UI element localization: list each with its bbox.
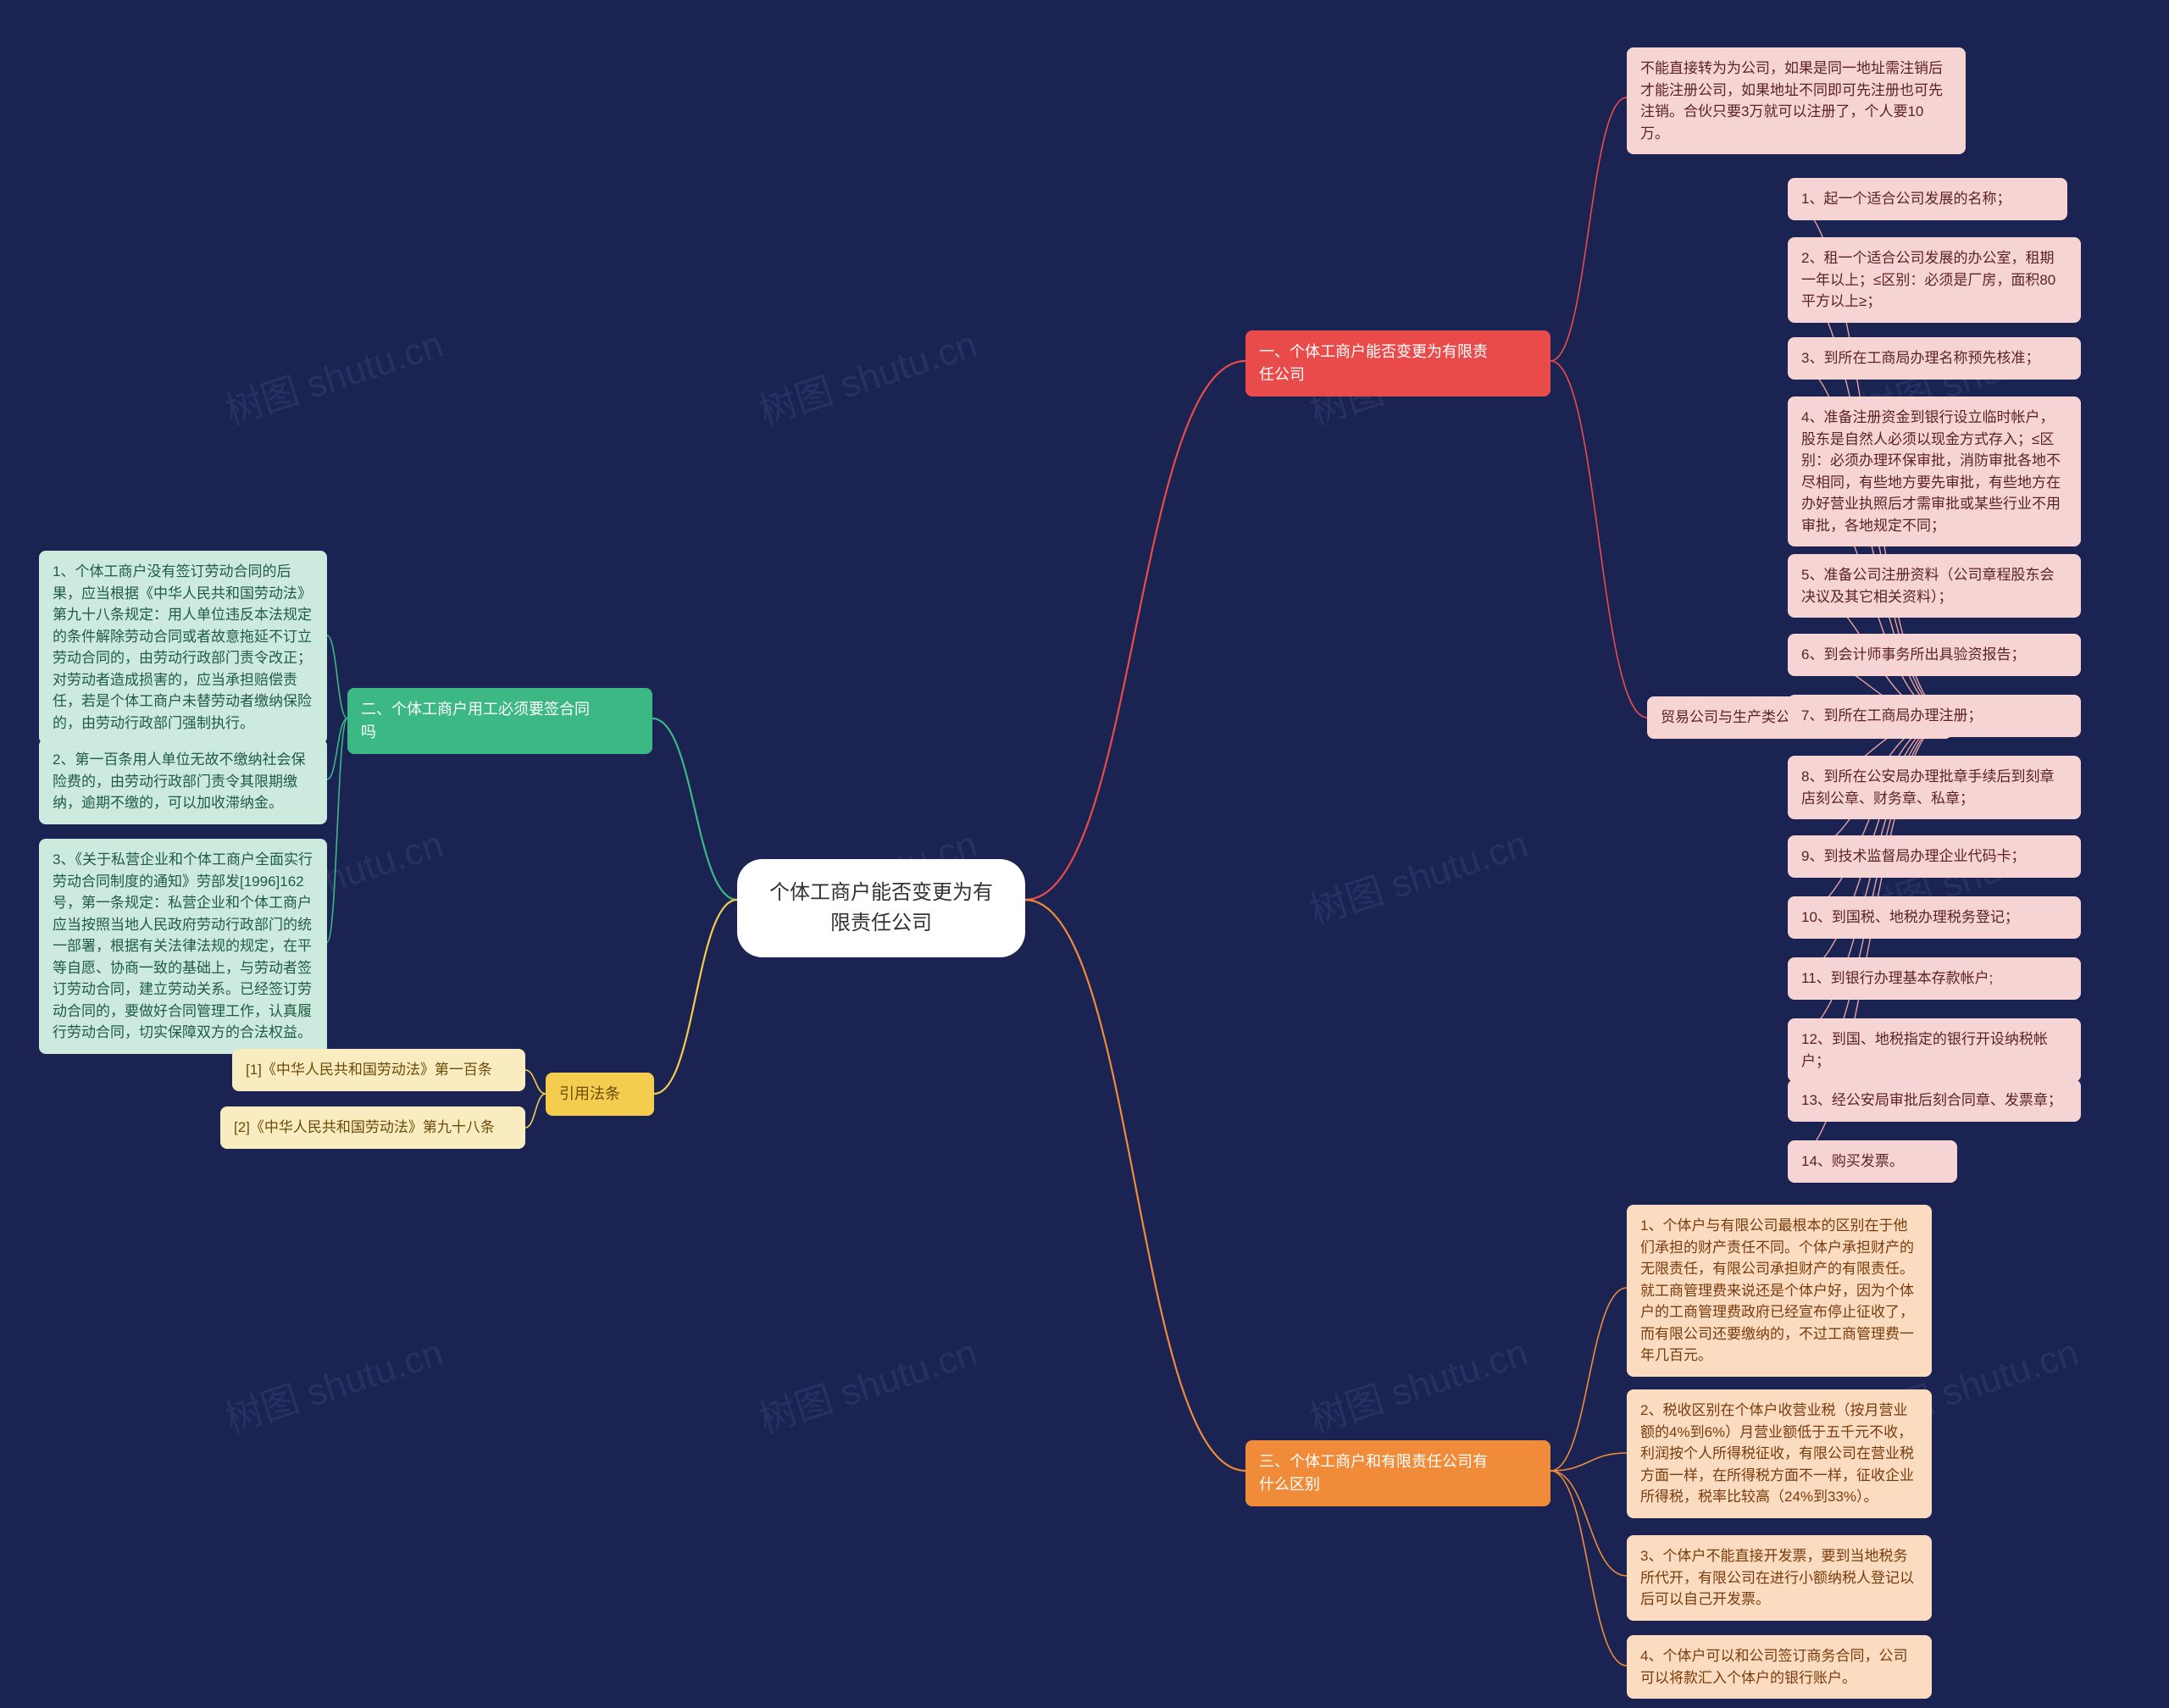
branch-s1-child-1-detail-6: 7、到所在工商局办理注册； bbox=[1788, 695, 2081, 737]
branch-s1-child-1-detail-10: 11、到银行办理基本存款帐户; bbox=[1788, 957, 2081, 1000]
branch-s3-child-3: 4、个体户可以和公司签订商务合同，公司可以将款汇入个体户的银行账户。 bbox=[1627, 1635, 1932, 1699]
branch-s1-child-1-detail-11: 12、到国、地税指定的银行开设纳税帐户； bbox=[1788, 1018, 2081, 1082]
branch-s3-child-2: 3、个体户不能直接开发票，要到当地税务所代开，有限公司在进行小额纳税人登记以后可… bbox=[1627, 1535, 1932, 1621]
branch-s3: 三、个体工商户和有限责任公司有什么区别 bbox=[1245, 1440, 1550, 1506]
branch-s1-child-1-detail-2: 3、到所在工商局办理名称预先核准； bbox=[1788, 337, 2081, 380]
branch-s1-child-1-detail-1: 2、租一个适合公司发展的办公室，租期一年以上；≤区别：必须是厂房，面积80平方以… bbox=[1788, 237, 2081, 323]
branch-s1-child-1-detail-9: 10、到国税、地税办理税务登记； bbox=[1788, 896, 2081, 939]
branch-s2-child-1: 2、第一百条用人单位无故不缴纳社会保险费的，由劳动行政部门责令其限期缴纳，逾期不… bbox=[39, 739, 327, 824]
branch-s1-child-1-detail-12: 13、经公安局审批后刻合同章、发票章； bbox=[1788, 1079, 2081, 1122]
branch-s1-child-0: 不能直接转为为公司，如果是同一地址需注销后才能注册公司，如果地址不同即可先注册也… bbox=[1627, 47, 1966, 154]
branch-s1-child-1-detail-13: 14、购买发票。 bbox=[1788, 1140, 1957, 1183]
branch-s1-child-1-detail-5: 6、到会计师事务所出具验资报告； bbox=[1788, 634, 2081, 676]
branch-s1-child-1-detail-7: 8、到所在公安局办理批章手续后到刻章店刻公章、财务章、私章； bbox=[1788, 756, 2081, 819]
branch-s2: 二、个体工商户用工必须要签合同吗 bbox=[347, 688, 652, 754]
branch-ref-child-0: [1]《中华人民共和国劳动法》第一百条 bbox=[232, 1049, 525, 1091]
branch-s1: 一、个体工商户能否变更为有限责任公司 bbox=[1245, 330, 1550, 396]
branch-s2-child-2: 3、《关于私营企业和个体工商户全面实行劳动合同制度的通知》劳部发[1996]16… bbox=[39, 839, 327, 1054]
branch-s2-child-0: 1、个体工商户没有签订劳动合同的后果，应当根据《中华人民共和国劳动法》第九十八条… bbox=[39, 551, 327, 744]
branch-s1-child-1-detail-4: 5、准备公司注册资料（公司章程股东会决议及其它相关资料）； bbox=[1788, 554, 2081, 618]
branch-s3-child-0: 1、个体户与有限公司最根本的区别在于他们承担的财产责任不同。个体户承担财产的无限… bbox=[1627, 1205, 1932, 1377]
branch-s1-child-1-detail-3: 4、准备注册资金到银行设立临时帐户，股东是自然人必须以现金方式存入；≤区别：必须… bbox=[1788, 396, 2081, 546]
branch-ref: 引用法条 bbox=[546, 1073, 654, 1116]
branch-s1-child-1-detail-8: 9、到技术监督局办理企业代码卡； bbox=[1788, 835, 2081, 878]
branch-s1-child-1-detail-0: 1、起一个适合公司发展的名称； bbox=[1788, 178, 2067, 220]
branch-s3-child-1: 2、税收区别在个体户收营业税（按月营业额的4%到6%）月营业额低于五千元不收，利… bbox=[1627, 1389, 1932, 1518]
branch-ref-child-1: [2]《中华人民共和国劳动法》第九十八条 bbox=[220, 1106, 525, 1149]
center-node: 个体工商户能否变更为有限责任公司 bbox=[737, 859, 1025, 957]
